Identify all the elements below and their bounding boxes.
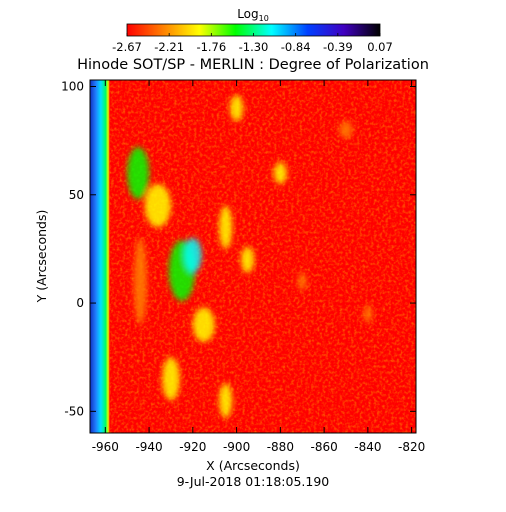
- heatmap-image: [90, 80, 416, 433]
- x-axis-ticks: -960 -940 -920 -900 -880 -860 -840 -820: [92, 80, 425, 454]
- x-tick-label: -900: [223, 440, 250, 454]
- y-axis-label: Y (Arcseconds): [34, 210, 49, 304]
- chart-title: Hinode SOT/SP - MERLIN : Degree of Polar…: [77, 57, 429, 73]
- activity-patch: [184, 238, 202, 273]
- activity-patch: [127, 147, 150, 200]
- y-tick-label: 100: [61, 79, 84, 93]
- activity-patch: [144, 183, 171, 228]
- activity-patch: [339, 121, 353, 139]
- activity-patch: [192, 307, 215, 343]
- x-axis-label: X (Arcseconds): [206, 458, 300, 473]
- y-tick-label: 50: [69, 188, 84, 202]
- plot-frame: [89, 79, 417, 434]
- colorbar-tick-label: -2.67: [112, 40, 142, 54]
- activity-patch: [133, 238, 147, 325]
- y-axis-ticks: -50 0 50 100: [61, 79, 416, 418]
- activity-patch: [162, 357, 180, 401]
- colorbar-tick-label: -2.21: [154, 40, 184, 54]
- activity-patch: [273, 162, 287, 184]
- colorbar-tick-label: -1.76: [196, 40, 226, 54]
- x-tick-label: -880: [267, 440, 294, 454]
- colorbar-label: Log10: [237, 7, 269, 23]
- colorbar-ticks: -2.67 -2.21 -1.76 -1.30 -0.84 -0.39 0.07: [112, 33, 393, 54]
- x-tick-label: -920: [179, 440, 206, 454]
- y-tick-label: 0: [76, 296, 84, 310]
- colorbar-tick-label: -1.30: [239, 40, 269, 54]
- x-tick-label: -860: [310, 440, 337, 454]
- colorbar-tick-label: 0.07: [367, 40, 393, 54]
- x-tick-label: -960: [92, 440, 119, 454]
- x-tick-label: -940: [135, 440, 162, 454]
- activity-patch: [219, 205, 233, 249]
- x-tick-label: -820: [398, 440, 425, 454]
- colorbar-tick-label: -0.39: [323, 40, 353, 54]
- activity-patch: [219, 383, 233, 418]
- heatmap-patches: [127, 95, 373, 418]
- activity-patch: [297, 272, 307, 291]
- y-tick-label: -50: [64, 404, 84, 418]
- colorbar-tick-label: -0.84: [281, 40, 311, 54]
- x-tick-label: -840: [354, 440, 381, 454]
- activity-patch: [230, 95, 244, 122]
- activity-patch: [363, 305, 373, 323]
- activity-patch: [240, 246, 255, 273]
- limb-region: [90, 80, 110, 433]
- timestamp-footer: 9-Jul-2018 01:18:05.190: [177, 474, 330, 489]
